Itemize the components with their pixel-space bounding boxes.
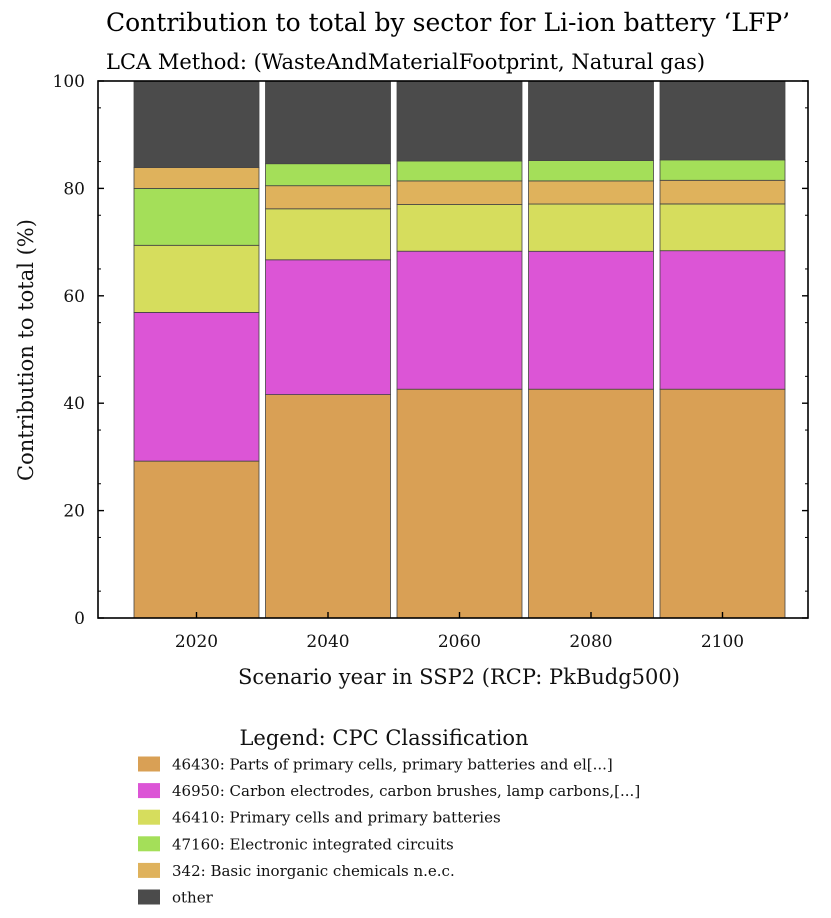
legend-swatch bbox=[138, 756, 160, 772]
legend-label: 47160: Electronic integrated circuits bbox=[172, 835, 454, 853]
bar-segment bbox=[265, 259, 391, 395]
legend-label: 46430: Parts of primary cells, primary b… bbox=[172, 756, 613, 774]
bar-segment bbox=[528, 388, 654, 619]
legend-label: 342: Basic inorganic chemicals n.e.c. bbox=[172, 862, 455, 880]
bar-segment bbox=[396, 80, 523, 162]
bar-segment bbox=[528, 203, 654, 252]
bar-segment bbox=[528, 250, 654, 390]
bar-segment bbox=[659, 179, 786, 205]
x-tick-label: 2040 bbox=[306, 632, 349, 652]
bar-segment bbox=[133, 167, 260, 189]
bar-segment bbox=[133, 311, 260, 462]
legend-label: other bbox=[172, 889, 214, 907]
legend: 46430: Parts of primary cells, primary b… bbox=[138, 756, 640, 907]
bar-segment bbox=[265, 394, 391, 619]
y-axis-label: Contribution to total (%) bbox=[14, 219, 38, 481]
bar-segment bbox=[659, 250, 786, 390]
legend-swatch bbox=[138, 862, 160, 878]
bars bbox=[133, 80, 786, 619]
bar-segment bbox=[265, 185, 391, 210]
legend-swatch bbox=[138, 836, 160, 852]
bar-segment bbox=[265, 208, 391, 261]
y-tick-label: 60 bbox=[63, 287, 85, 307]
legend-swatch bbox=[138, 889, 160, 905]
bar-segment bbox=[265, 163, 391, 187]
chart-title: Contribution to total by sector for Li-i… bbox=[106, 8, 790, 37]
x-tick-label: 2020 bbox=[175, 632, 218, 652]
bar-segment bbox=[133, 244, 260, 313]
bar-segment bbox=[528, 180, 654, 205]
x-tick-label: 2060 bbox=[438, 632, 481, 652]
axes-frame bbox=[97, 80, 809, 619]
y-tick-label: 100 bbox=[53, 72, 85, 92]
bar-segment bbox=[659, 388, 786, 619]
bar-segment bbox=[528, 80, 654, 161]
bar-segment bbox=[659, 203, 786, 252]
legend-label: 46410: Primary cells and primary batteri… bbox=[172, 809, 501, 827]
y-tick-label: 0 bbox=[74, 609, 85, 629]
bar-segment bbox=[659, 80, 786, 161]
y-tick-label: 20 bbox=[63, 502, 85, 522]
bar-segment bbox=[133, 187, 260, 246]
legend-title: Legend: CPC Classification bbox=[239, 726, 528, 750]
bar-segment bbox=[396, 180, 523, 205]
x-axis-label: Scenario year in SSP2 (RCP: PkBudg500) bbox=[238, 665, 680, 689]
bar-segment bbox=[133, 80, 260, 168]
x-tick-label: 2100 bbox=[701, 632, 744, 652]
bar-segment bbox=[659, 159, 786, 181]
bar-segment bbox=[396, 250, 523, 390]
y-tick-label: 40 bbox=[63, 394, 85, 414]
bar-segment bbox=[528, 160, 654, 182]
legend-swatch bbox=[138, 809, 160, 825]
y-tick-label: 80 bbox=[63, 179, 85, 199]
bar-segment bbox=[133, 460, 260, 619]
x-tick-label: 2080 bbox=[569, 632, 612, 652]
bar-segment bbox=[396, 204, 523, 252]
bar-segment bbox=[396, 388, 523, 619]
chart-subtitle: LCA Method: (WasteAndMaterialFootprint, … bbox=[106, 50, 705, 74]
bar-segment bbox=[396, 160, 523, 182]
legend-swatch bbox=[138, 783, 160, 799]
legend-label: 46950: Carbon electrodes, carbon brushes… bbox=[172, 782, 640, 800]
bar-segment bbox=[265, 80, 391, 165]
